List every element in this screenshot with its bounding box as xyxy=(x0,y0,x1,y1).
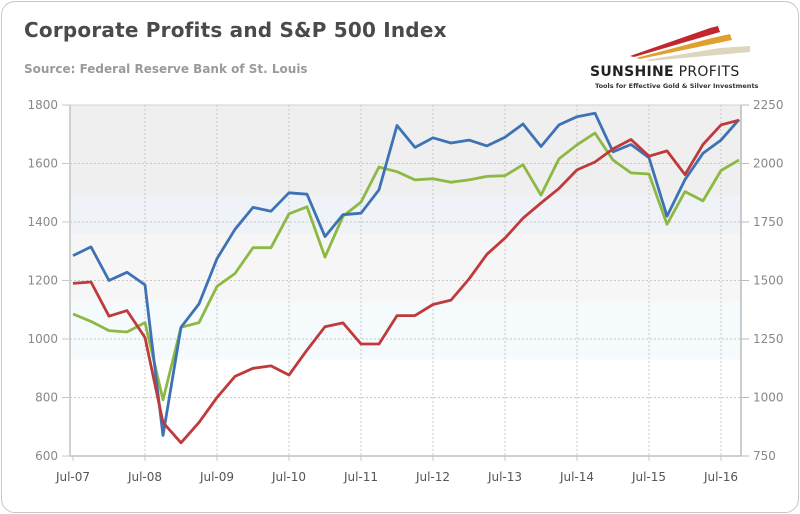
x-tick-label: Jul-08 xyxy=(127,470,162,484)
tick-labels: 600 800 1000 1200 1400 1600 1800 750 1000 1250 150… xyxy=(27,98,783,484)
background-band xyxy=(70,195,741,234)
right-tick-label: 1250 xyxy=(753,332,784,346)
right-tick-label: 2000 xyxy=(753,157,784,171)
logo-ray-red xyxy=(630,26,720,57)
logo-rays-icon xyxy=(630,26,750,61)
left-tick-label: 800 xyxy=(35,391,58,405)
series-line-green xyxy=(72,131,740,402)
background-band xyxy=(70,265,741,301)
left-tick-label: 1600 xyxy=(27,157,58,171)
x-tick-label: Jul-10 xyxy=(271,470,306,484)
right-tick-label: 1000 xyxy=(753,391,784,405)
right-tick-label: 2250 xyxy=(753,98,784,112)
background-band xyxy=(70,233,741,266)
background-band xyxy=(70,105,741,196)
chart-subtitle: Source: Federal Reserve Bank of St. Loui… xyxy=(24,62,308,76)
logo-name-light: PROFITS xyxy=(673,64,740,80)
x-tick-label: Jul-16 xyxy=(703,470,738,484)
x-tick-label: Jul-11 xyxy=(343,470,378,484)
left-tick-label: 1200 xyxy=(27,274,58,288)
left-tick-label: 600 xyxy=(35,449,58,463)
right-tick-label: 1500 xyxy=(753,274,784,288)
right-tick-label: 750 xyxy=(753,449,776,463)
logo-ray-light xyxy=(646,46,750,61)
logo-name-bold: SUNSHINE xyxy=(590,64,674,80)
background-bands xyxy=(70,105,741,456)
x-tick-label: Jul-09 xyxy=(199,470,234,484)
series-line-red xyxy=(72,118,740,445)
background-band xyxy=(70,300,741,360)
chart-title: Corporate Profits and S&P 500 Index xyxy=(24,18,447,42)
axes xyxy=(62,104,749,461)
x-tick-label: Jul-15 xyxy=(631,470,666,484)
series-lines xyxy=(72,111,741,445)
logo-tagline: Tools for Effective Gold & Silver Invest… xyxy=(595,82,759,90)
x-tick-label: Jul-12 xyxy=(415,470,450,484)
x-tick-label: Jul-14 xyxy=(559,470,594,484)
series-line-blue xyxy=(72,111,741,437)
x-tick-label: Jul-13 xyxy=(487,470,522,484)
left-tick-label: 1400 xyxy=(27,215,58,229)
logo-name: SUNSHINE PROFITS xyxy=(590,64,740,80)
right-tick-label: 1750 xyxy=(753,215,784,229)
x-tick-label: Jul-07 xyxy=(55,470,90,484)
left-tick-label: 1000 xyxy=(27,332,58,346)
left-tick-label: 1800 xyxy=(27,98,58,112)
logo-ray-gold xyxy=(636,34,732,59)
